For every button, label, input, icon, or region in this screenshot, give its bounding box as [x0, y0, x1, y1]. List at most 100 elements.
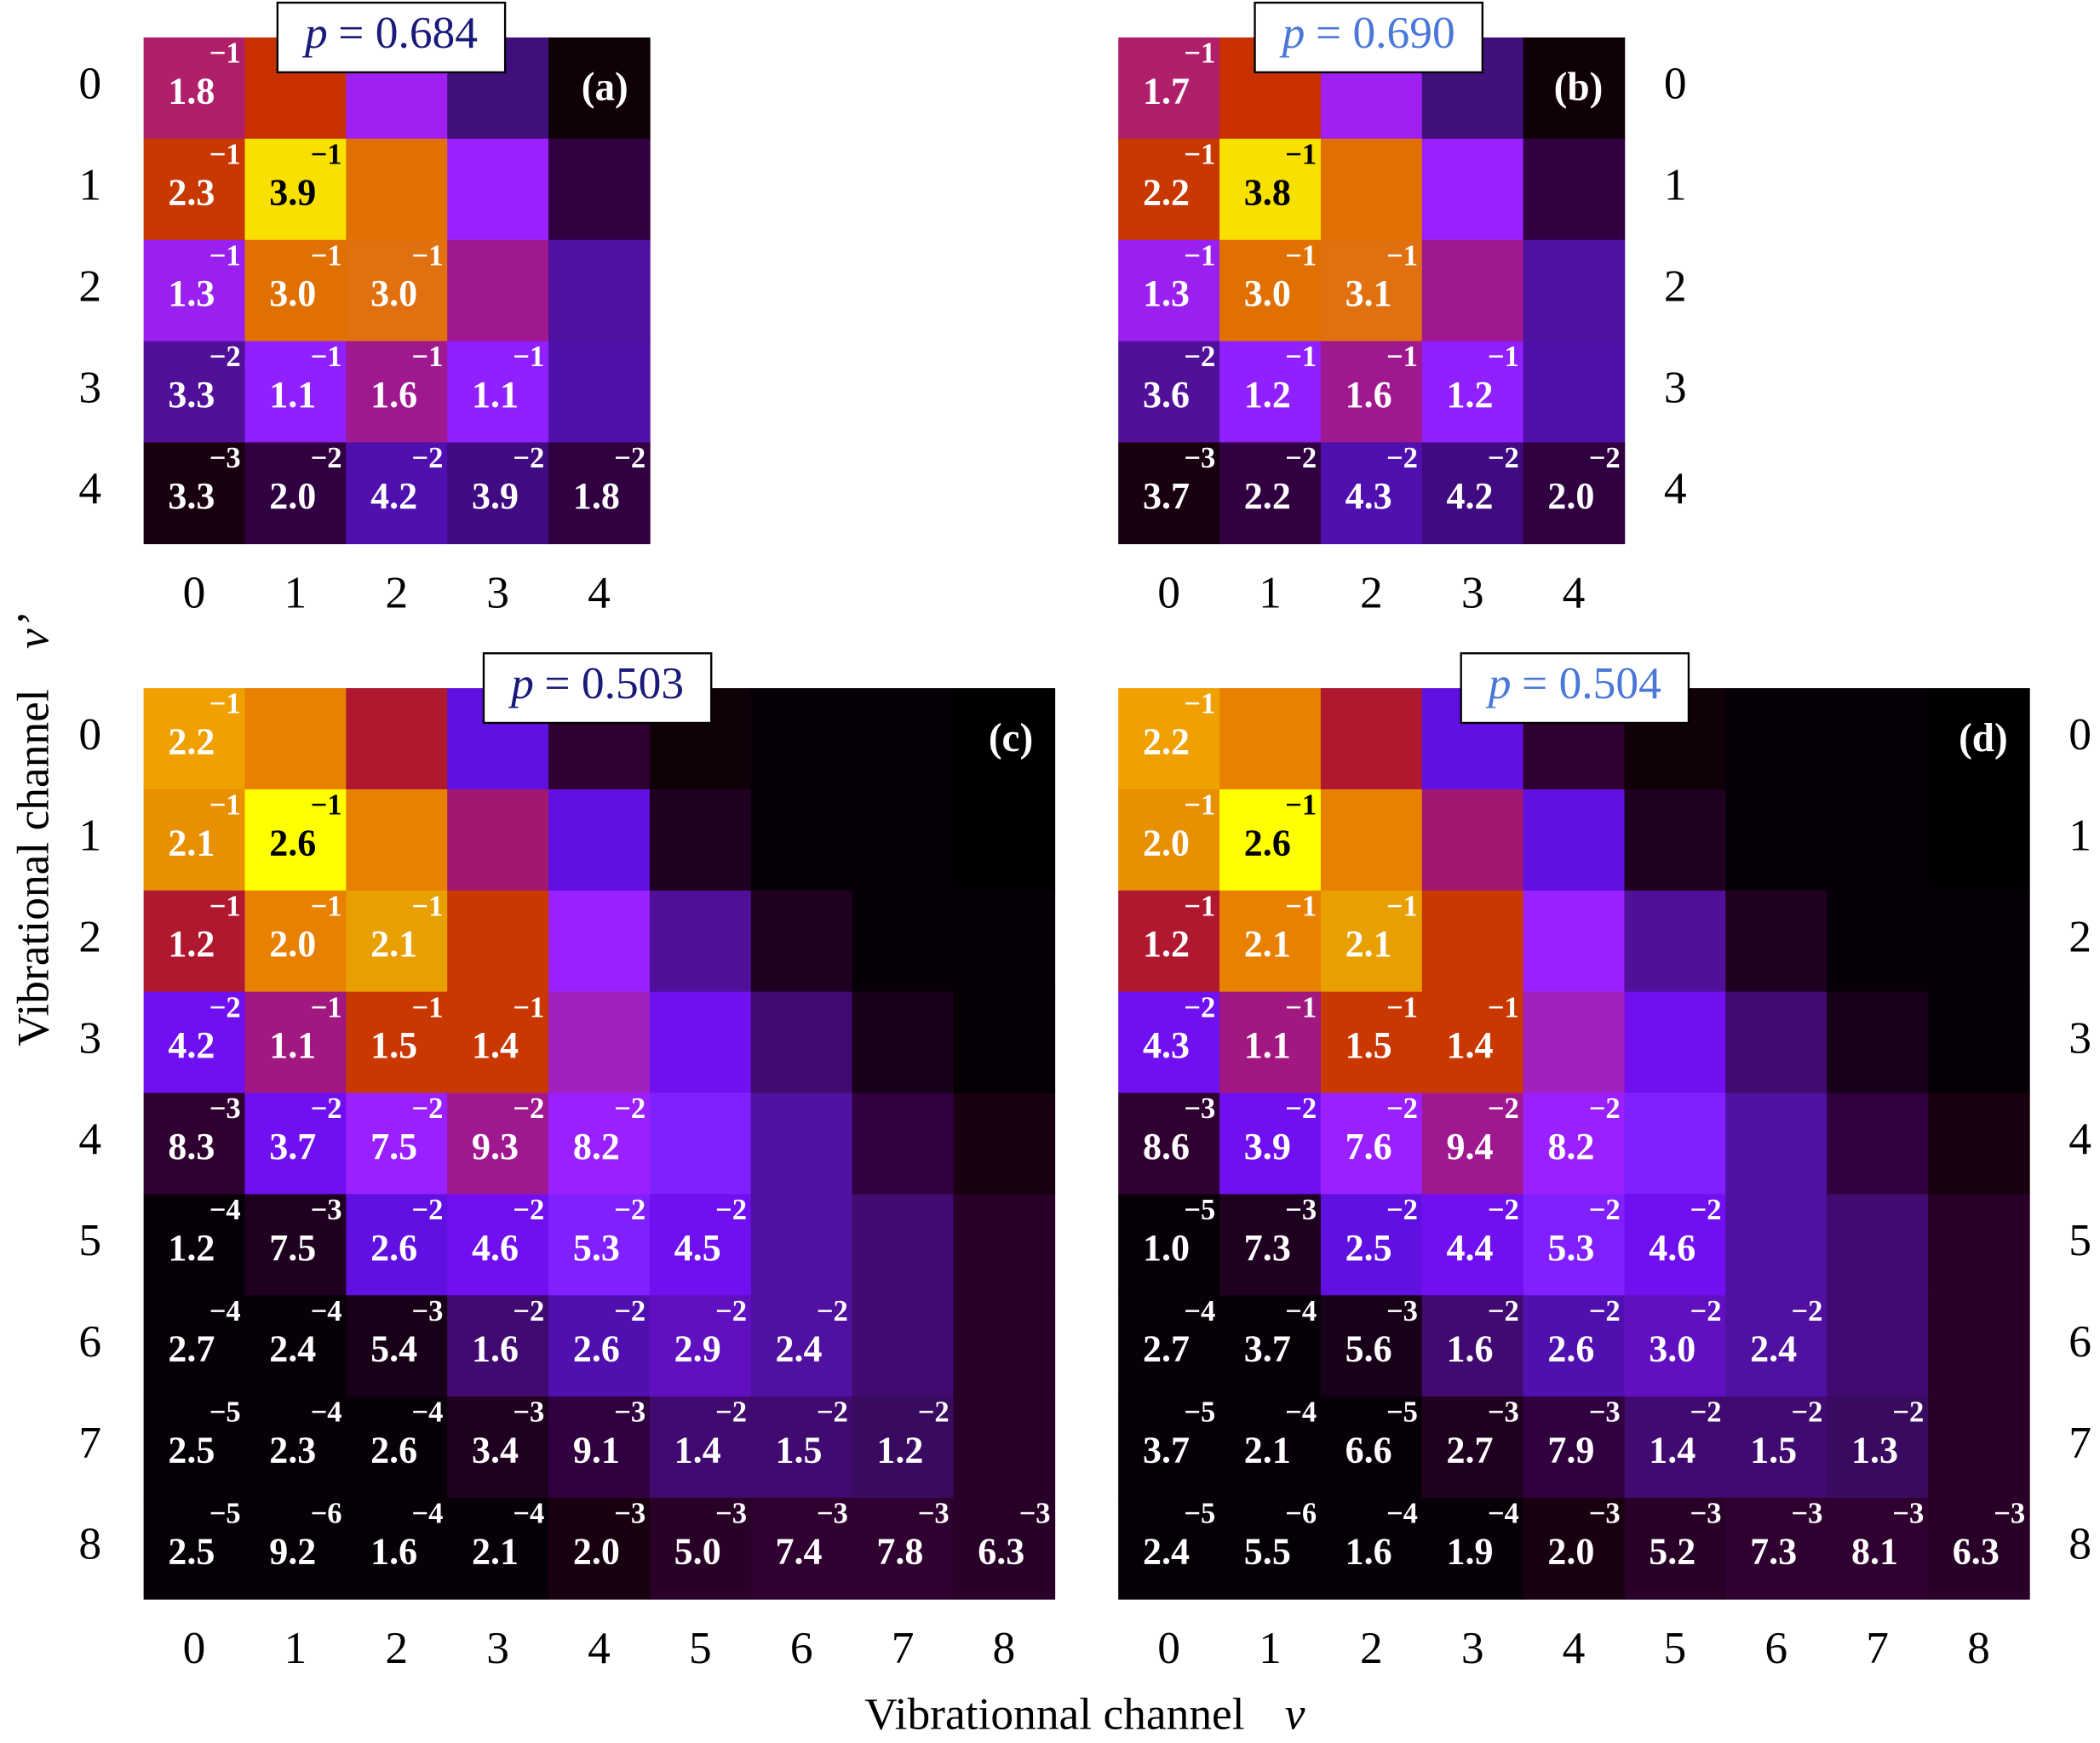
- heatmap-cell: [1523, 1396, 1626, 1499]
- x-tick-label: 6: [1764, 1622, 1787, 1673]
- annotation-value: = 0.690: [1316, 7, 1455, 58]
- heatmap-cell: [244, 788, 347, 892]
- cell-exponent: −1: [311, 341, 342, 373]
- heatmap-cell: [1624, 1092, 1727, 1195]
- heatmap-cell: [750, 890, 853, 993]
- heatmap-cell: [953, 1092, 1056, 1195]
- heatmap-cell: [1118, 341, 1220, 444]
- y-tick-label: 0: [78, 708, 101, 760]
- heatmap-cell: [953, 991, 1056, 1094]
- heatmap-cell: [852, 1194, 955, 1297]
- x-tick-label: 8: [1967, 1622, 1990, 1673]
- cell-mantissa: 3.7: [1244, 1328, 1291, 1370]
- cell-mantissa: 1.9: [1447, 1530, 1494, 1572]
- cell-exponent: −5: [209, 1498, 241, 1530]
- x-axis-label-text: Vibrationnal channel: [864, 1689, 1244, 1740]
- annotation: p = 0.503: [508, 657, 684, 708]
- y-tick-label: 2: [78, 260, 101, 311]
- heatmap-cell: [1624, 991, 1727, 1094]
- heatmap-cell: [1928, 788, 2030, 892]
- heatmap-cell: [1421, 341, 1524, 444]
- heatmap-cell: [1421, 442, 1524, 545]
- heatmap-cell: [1118, 239, 1220, 342]
- cell-mantissa: 3.7: [1143, 1430, 1190, 1471]
- x-tick-label: 4: [1563, 1622, 1586, 1673]
- x-tick-label: 7: [892, 1622, 915, 1673]
- cell-exponent: −1: [1184, 789, 1215, 822]
- cell-mantissa: 2.4: [1143, 1530, 1190, 1572]
- heatmap-cell: [852, 1092, 955, 1195]
- x-axis-symbol: v: [1285, 1689, 1305, 1740]
- heatmap-cell: [548, 788, 651, 892]
- heatmap-cell: [1219, 1497, 1322, 1600]
- y-tick-label: 3: [1664, 361, 1687, 412]
- cell-mantissa: 4.2: [370, 475, 417, 517]
- heatmap-cell: [1320, 138, 1423, 241]
- heatmap-cell: [346, 788, 448, 892]
- cell-mantissa: 1.1: [269, 1024, 316, 1066]
- heatmap-cell: [750, 1497, 853, 1600]
- cell-mantissa: 5.4: [370, 1328, 417, 1370]
- heatmap-cell: [1118, 37, 1220, 140]
- cell-exponent: −2: [1892, 1396, 1924, 1429]
- cell-mantissa: 7.5: [269, 1227, 316, 1269]
- cell-mantissa: 2.2: [1244, 475, 1291, 517]
- cell-mantissa: 8.1: [1851, 1530, 1898, 1572]
- cell-mantissa: 6.3: [1953, 1530, 2000, 1572]
- heatmap-cell: [1421, 991, 1524, 1094]
- y-tick-label: 3: [78, 1012, 101, 1063]
- y-tick-label: 0: [1664, 58, 1687, 109]
- heatmap-cell: [1523, 1194, 1626, 1297]
- cell-exponent: −3: [715, 1498, 747, 1530]
- heatmap-cell: [143, 1497, 246, 1600]
- heatmap-cell: [750, 991, 853, 1094]
- cell-mantissa: 6.6: [1345, 1430, 1392, 1471]
- heatmap-cell: [346, 1497, 448, 1600]
- heatmap-cell: [548, 1295, 651, 1397]
- x-tick-label: 2: [1360, 1622, 1383, 1673]
- heatmap-cell: [1928, 1396, 2030, 1499]
- cell-exponent: −5: [1184, 1194, 1215, 1226]
- heatmap-cell: [143, 239, 246, 342]
- cell-exponent: −1: [1285, 991, 1317, 1023]
- cell-exponent: −2: [1488, 1194, 1519, 1226]
- x-tick-label: 2: [1360, 566, 1383, 617]
- cell-mantissa: 1.4: [674, 1430, 721, 1471]
- heatmap-cell: [1320, 239, 1423, 342]
- annotation-symbol: p: [508, 657, 534, 708]
- cell-mantissa: 3.3: [168, 475, 215, 517]
- x-tick-label: 4: [588, 566, 611, 617]
- heatmap-cell: [1118, 1497, 1220, 1600]
- heatmap-panel: 1.7−12.2−13.8−11.3−13.0−13.1−13.6−21.2−1…: [1118, 1, 1687, 617]
- cell-mantissa: 2.4: [1750, 1328, 1797, 1370]
- heatmap-cell: [548, 1497, 651, 1600]
- cell-mantissa: 4.5: [674, 1227, 721, 1269]
- cell-exponent: −1: [411, 890, 443, 922]
- cell-mantissa: 1.6: [472, 1328, 519, 1370]
- cell-exponent: −2: [1589, 1295, 1621, 1327]
- heatmap-cell: [1219, 1295, 1322, 1397]
- cell-mantissa: 2.5: [168, 1530, 215, 1572]
- heatmap-cell: [548, 138, 651, 241]
- heatmap-cell: [953, 1295, 1056, 1397]
- heatmap-cell: [1421, 1497, 1524, 1600]
- cell-mantissa: 5.3: [1547, 1227, 1594, 1269]
- annotation: p = 0.690: [1279, 7, 1455, 58]
- heatmap-cell: [244, 890, 347, 993]
- cell-exponent: −1: [311, 890, 342, 922]
- heatmap-cell: [852, 1396, 955, 1499]
- heatmap-cell: [1827, 1497, 1929, 1600]
- x-tick-label: 1: [284, 566, 307, 617]
- heatmap-cell: [1928, 1194, 2030, 1297]
- cell-mantissa: 2.6: [573, 1328, 620, 1370]
- cell-mantissa: 1.8: [573, 475, 620, 517]
- cell-mantissa: 3.9: [472, 475, 519, 517]
- cell-mantissa: 8.6: [1143, 1126, 1190, 1167]
- heatmap-cell: [1320, 991, 1423, 1094]
- heatmap-cell: [852, 1295, 955, 1397]
- heatmap-cell: [1928, 1497, 2030, 1600]
- cell-exponent: −3: [918, 1498, 950, 1530]
- cell-mantissa: 3.7: [1143, 475, 1190, 517]
- heatmap-cell: [1421, 1396, 1524, 1499]
- cell-mantissa: 2.0: [573, 1530, 620, 1572]
